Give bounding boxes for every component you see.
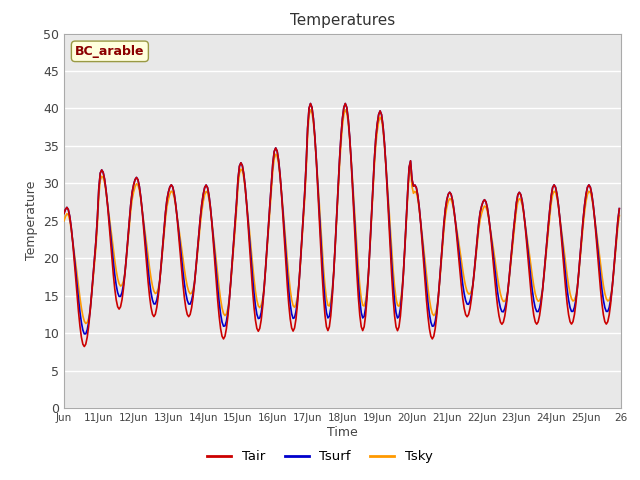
X-axis label: Time: Time — [327, 426, 358, 439]
Title: Temperatures: Temperatures — [290, 13, 395, 28]
Text: BC_arable: BC_arable — [75, 45, 145, 58]
Y-axis label: Temperature: Temperature — [24, 181, 38, 261]
Legend: Tair, Tsurf, Tsky: Tair, Tsurf, Tsky — [202, 445, 438, 468]
